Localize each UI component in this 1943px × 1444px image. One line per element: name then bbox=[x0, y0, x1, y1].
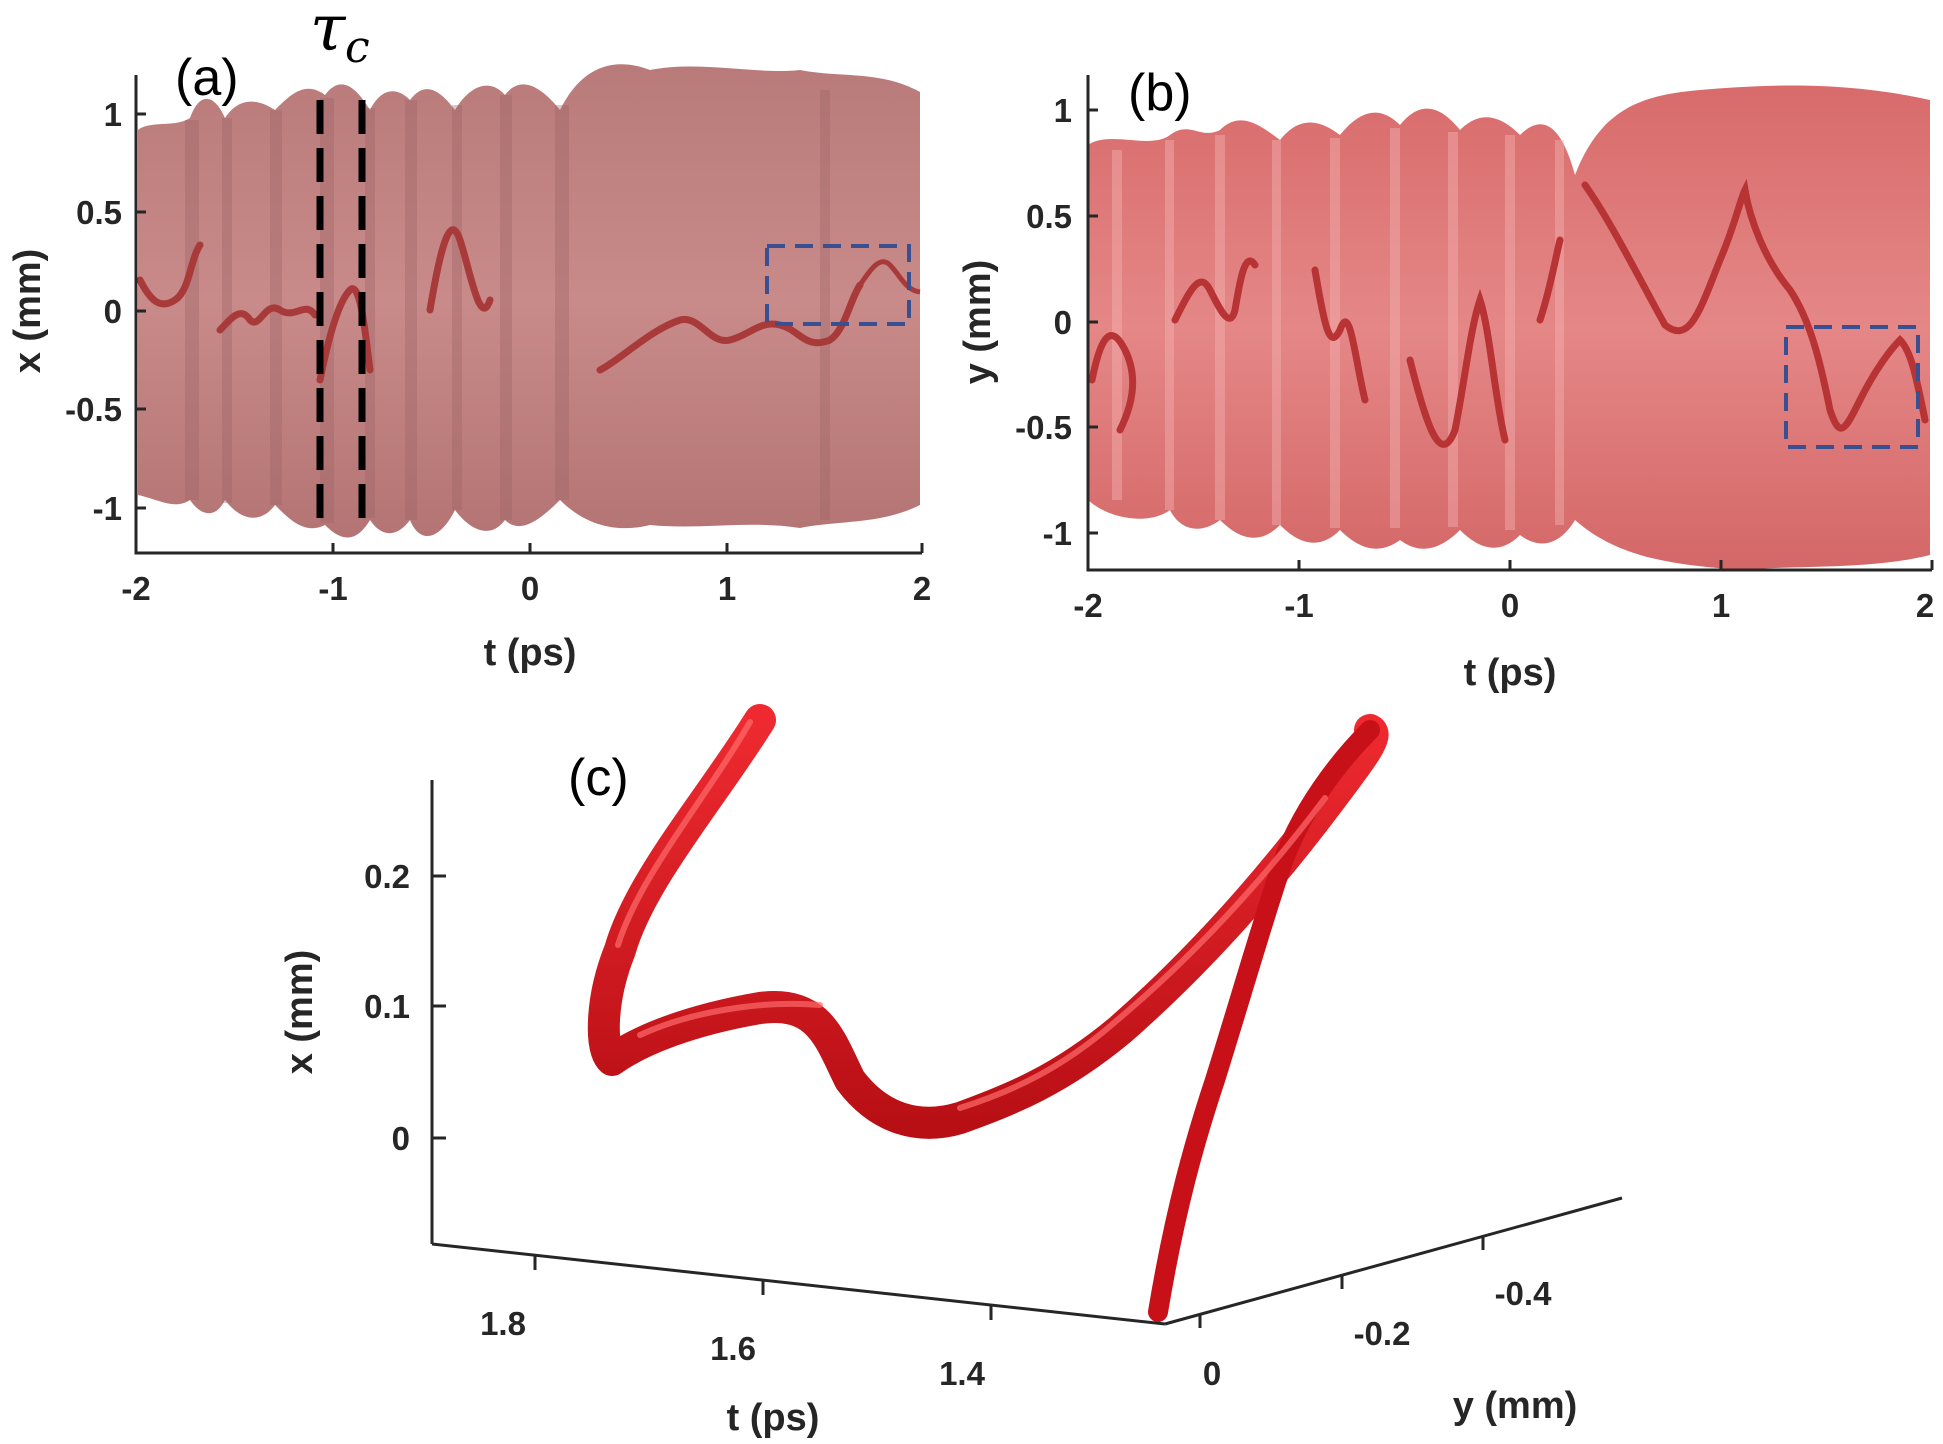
panel-b-label: (b) bbox=[1128, 64, 1192, 122]
xtick-label: 1 bbox=[718, 570, 736, 607]
panel-a-yticks: 1 0.5 0 -0.5 -1 bbox=[65, 96, 122, 527]
panel-a: τ c 1 0.5 0 -0.5 -1 -2 -1 0 1 bbox=[7, 0, 931, 674]
xtick-label: -1 bbox=[1284, 587, 1313, 624]
panel-b-xlabel: t (ps) bbox=[1464, 652, 1557, 694]
panel-c-tlabel: t (ps) bbox=[727, 1397, 820, 1439]
ztick-label: 0 bbox=[392, 1120, 410, 1157]
tau-c-subscript: c bbox=[345, 22, 370, 73]
panel-b-xticks: -2 -1 0 1 2 bbox=[1073, 587, 1934, 624]
xtick-label: 0 bbox=[1501, 587, 1519, 624]
panel-c-label: (c) bbox=[568, 749, 629, 807]
panel-c: 0.2 0.1 0 1.8 1.6 1.4 0 -0.2 -0.4 x (mm)… bbox=[279, 704, 1623, 1439]
panel-a-surface bbox=[138, 64, 920, 538]
panel-c-zlabel: x (mm) bbox=[279, 950, 321, 1075]
ttick-label: 1.6 bbox=[710, 1330, 756, 1367]
panel-c-yticks: 0 -0.2 -0.4 bbox=[1203, 1275, 1552, 1392]
ytick-label: 0 bbox=[1054, 304, 1072, 341]
ytick-label: -0.5 bbox=[1015, 409, 1072, 446]
panel-a-label: (a) bbox=[175, 49, 239, 107]
ttick-label: 1.8 bbox=[480, 1305, 526, 1342]
knot-strand-main bbox=[587, 704, 1389, 1139]
knot-strand-back bbox=[1148, 720, 1380, 1322]
xtick-label: -2 bbox=[121, 570, 150, 607]
xtick-label: 1 bbox=[1712, 587, 1730, 624]
panel-a-ylabel: x (mm) bbox=[7, 249, 49, 374]
panel-a-zoom-box bbox=[765, 244, 911, 326]
panel-b: 1 0.5 0 -0.5 -1 -2 -1 0 1 2 t (ps) y (mm… bbox=[957, 64, 1934, 694]
ytick-label: -0.5 bbox=[65, 391, 122, 428]
xtick-label: -2 bbox=[1073, 587, 1102, 624]
knot-highlight bbox=[615, 719, 1328, 1111]
panel-b-surface bbox=[1088, 85, 1930, 570]
panel-c-zticks: 0.2 0.1 0 bbox=[364, 858, 410, 1157]
panel-c-ylabel: y (mm) bbox=[1453, 1385, 1578, 1427]
xtick-label: 2 bbox=[913, 570, 931, 607]
ytick-label: -1 bbox=[1043, 515, 1072, 552]
panel-b-ylabel: y (mm) bbox=[957, 260, 999, 385]
panel-a-xticks: -2 -1 0 1 2 bbox=[121, 570, 931, 607]
xtick-label: 0 bbox=[521, 570, 539, 607]
ytick-label: 0.5 bbox=[76, 194, 122, 231]
panel-a-vortex-line bbox=[136, 226, 864, 384]
panel-b-axes bbox=[1086, 75, 1934, 572]
ytick-label: 0 bbox=[1203, 1355, 1221, 1392]
panel-a-xlabel: t (ps) bbox=[484, 632, 577, 674]
panel-c-axes bbox=[430, 780, 1623, 1328]
xtick-label: -1 bbox=[318, 570, 347, 607]
ytick-label: -1 bbox=[93, 490, 122, 527]
panel-c-tticks: 1.8 1.6 1.4 bbox=[480, 1305, 986, 1392]
ytick-label: 1 bbox=[1054, 92, 1072, 129]
panel-c-vortex-knot bbox=[587, 704, 1389, 1322]
ztick-label: 0.2 bbox=[364, 858, 410, 895]
xtick-label: 2 bbox=[1916, 587, 1934, 624]
ytick-label: -0.4 bbox=[1495, 1275, 1553, 1312]
ytick-label: 1 bbox=[104, 96, 122, 133]
panel-b-vortex-line bbox=[1088, 178, 1929, 448]
tau-c-symbol: τ bbox=[310, 0, 347, 66]
ttick-label: 1.4 bbox=[939, 1355, 986, 1392]
panel-a-axes bbox=[134, 75, 924, 555]
ytick-label: -0.2 bbox=[1354, 1315, 1411, 1352]
ytick-label: 0.5 bbox=[1026, 198, 1072, 235]
ztick-label: 0.1 bbox=[364, 988, 410, 1025]
panel-b-zoom-box bbox=[1784, 325, 1920, 449]
ytick-label: 0 bbox=[104, 293, 122, 330]
panel-b-yticks: 1 0.5 0 -0.5 -1 bbox=[1015, 92, 1072, 552]
